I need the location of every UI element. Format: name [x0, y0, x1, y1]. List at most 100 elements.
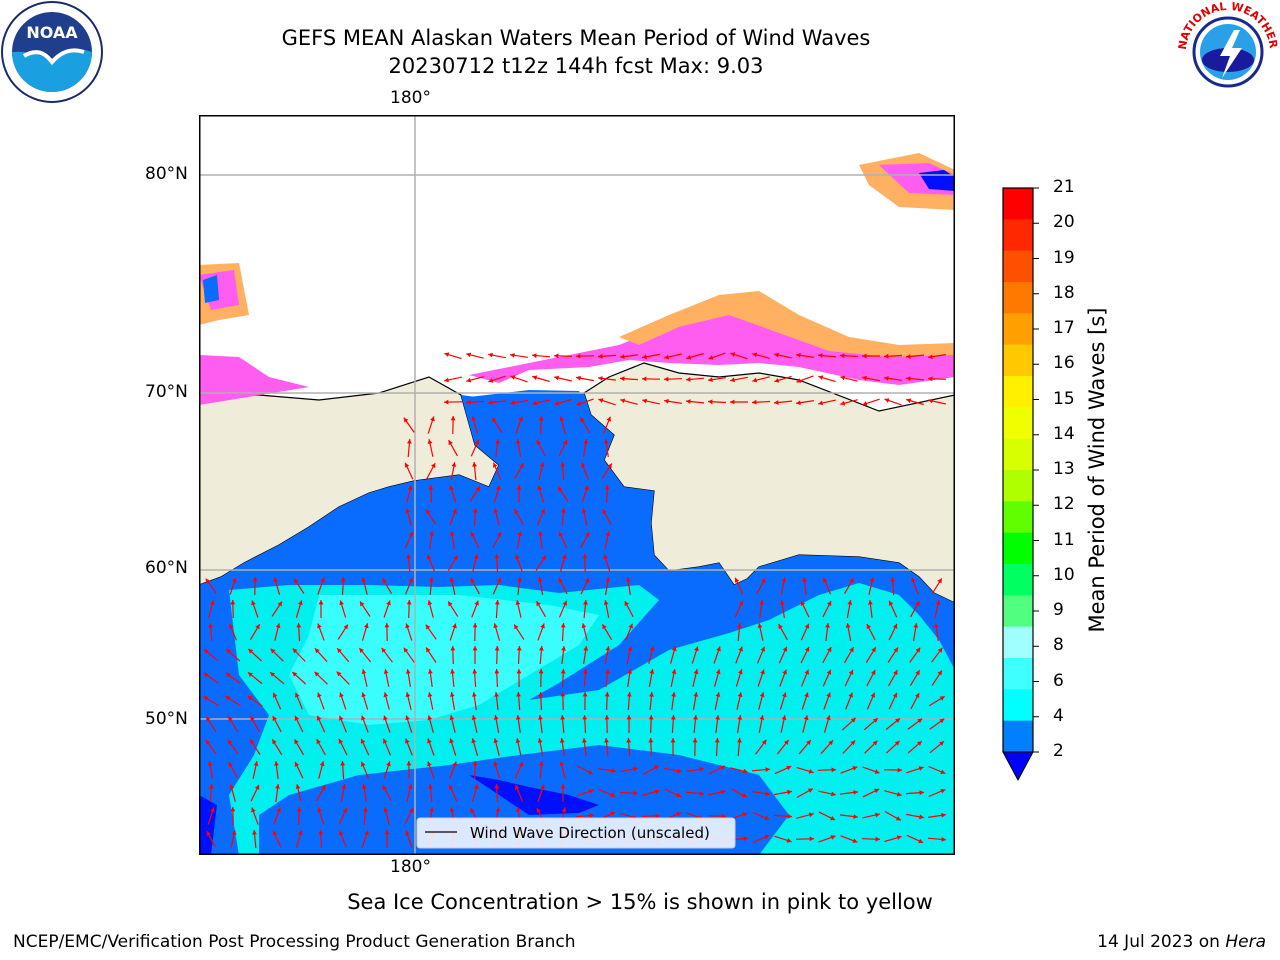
wind-arrow-head: [474, 784, 479, 790]
wind-arrow-head: [361, 577, 367, 583]
wind-arrow-head: [407, 485, 413, 491]
wind-arrow-head: [340, 761, 346, 766]
wind-arrow-head: [538, 531, 543, 536]
wind-arrow-head: [738, 646, 743, 652]
wind-arrow-head: [228, 762, 233, 768]
wind-arrow-head: [576, 353, 581, 359]
wind-arrow-head: [273, 577, 278, 583]
wind-arrow-head: [363, 807, 368, 812]
wind-arrow-head: [471, 715, 477, 720]
wind-arrow-head: [225, 696, 231, 701]
wind-arrow-head: [296, 807, 302, 812]
wind-arrow-head: [752, 399, 757, 405]
wind-arrow-head: [519, 463, 524, 469]
wind-arrow-head: [742, 812, 748, 817]
wind-arrow-head: [752, 352, 758, 358]
wind-arrow-head: [850, 717, 856, 723]
map-panel: Wind Wave Direction (unscaled): [199, 115, 955, 855]
wind-arrow-head: [539, 646, 544, 651]
wind-arrow-head: [917, 718, 923, 724]
wind-arrow-head: [620, 398, 626, 404]
wind-arrow-head: [559, 416, 565, 422]
wind-arrow-head: [928, 398, 933, 404]
wind-arrow-head: [670, 738, 676, 743]
wind-arrow-head: [606, 416, 611, 422]
lon-label-bottom: 180°: [390, 857, 431, 877]
wind-arrow-head: [849, 647, 854, 653]
wind-arrow-head: [915, 647, 921, 653]
wind-arrow-head: [364, 830, 369, 836]
colorbar-tick-label: 18: [1053, 282, 1075, 303]
wind-arrow-head: [292, 672, 298, 677]
wind-arrow-head: [853, 814, 858, 819]
wind-arrow-head: [692, 738, 698, 743]
wind-arrow-head: [228, 716, 233, 722]
wind-arrow-head: [248, 672, 253, 677]
wind-arrow-head: [676, 812, 682, 817]
wind-arrow-head: [428, 784, 433, 789]
wind-arrow-head: [253, 761, 259, 766]
wind-arrow-head: [254, 784, 260, 790]
wind-arrow-head: [250, 739, 255, 745]
wind-arrow-head: [430, 416, 435, 422]
wind-arrow-head: [427, 715, 433, 721]
wind-arrow-head: [317, 623, 322, 629]
wind-arrow-head: [429, 807, 434, 812]
wind-arrow-head: [427, 600, 433, 606]
footer-right: 14 Jul 2023 on Hera: [1097, 932, 1266, 952]
colorbar-tick-label: 15: [1053, 388, 1075, 409]
wind-arrow-head: [361, 761, 366, 767]
wind-arrow-head: [937, 578, 942, 584]
wind-arrow-head: [852, 766, 858, 771]
wind-arrow-head: [871, 647, 876, 653]
wind-arrow-head: [892, 623, 898, 629]
wind-arrow-head: [343, 624, 348, 630]
wind-arrow-head: [671, 646, 677, 652]
wind-arrow-head: [404, 462, 410, 468]
wind-arrow-head: [403, 647, 409, 653]
wind-arrow-head: [537, 738, 543, 743]
wind-arrow-head: [208, 784, 214, 789]
wind-arrow-head: [383, 692, 389, 698]
colorbar-tick-label: 14: [1053, 423, 1075, 444]
colorbar-tick-label: 19: [1053, 247, 1075, 268]
wind-arrow-head: [339, 692, 344, 698]
wind-arrow-head: [247, 695, 253, 701]
wind-arrow-head: [449, 577, 455, 582]
wind-arrow-head: [598, 353, 603, 359]
wind-arrow-head: [472, 623, 478, 628]
wind-arrow-head: [895, 718, 900, 723]
wind-arrow-head: [428, 485, 434, 490]
map-legend: Wind Wave Direction (unscaled): [416, 817, 736, 849]
wind-arrow-head: [386, 600, 391, 606]
wind-arrow-head: [583, 439, 589, 444]
wind-arrow-head: [517, 531, 523, 536]
wind-arrow-head: [229, 623, 234, 629]
wind-arrow-head: [743, 836, 748, 842]
wind-arrow-head: [382, 785, 387, 791]
wind-arrow-head: [405, 669, 411, 674]
wind-arrow-head: [875, 812, 880, 818]
wind-arrow-head: [677, 768, 682, 774]
wind-arrow-head: [206, 716, 211, 722]
colorbar-segment: [1003, 313, 1033, 346]
wind-arrow-head: [255, 624, 260, 630]
wind-arrow-head: [361, 715, 366, 721]
wind-arrow-head: [627, 669, 632, 674]
wind-arrow-head: [610, 811, 616, 817]
colorbar-segment: [1003, 250, 1033, 283]
wind-arrow-head: [466, 399, 471, 405]
wind-arrow-head: [583, 669, 588, 674]
wind-arrow-head: [653, 765, 659, 770]
wind-arrow-head: [818, 353, 823, 358]
wind-arrow-head: [806, 740, 811, 745]
wind-arrow-head: [664, 354, 669, 360]
wind-arrow-head: [699, 767, 704, 772]
wind-arrow-head: [874, 769, 880, 774]
wind-arrow-head: [721, 789, 726, 795]
ice-band-east-orange: [619, 291, 955, 357]
footer-left: NCEP/EMC/Verification Post Processing Pr…: [13, 932, 576, 952]
wind-arrow-head: [320, 577, 325, 583]
wind-arrow-head: [715, 669, 721, 675]
wind-arrow-head: [317, 692, 322, 698]
